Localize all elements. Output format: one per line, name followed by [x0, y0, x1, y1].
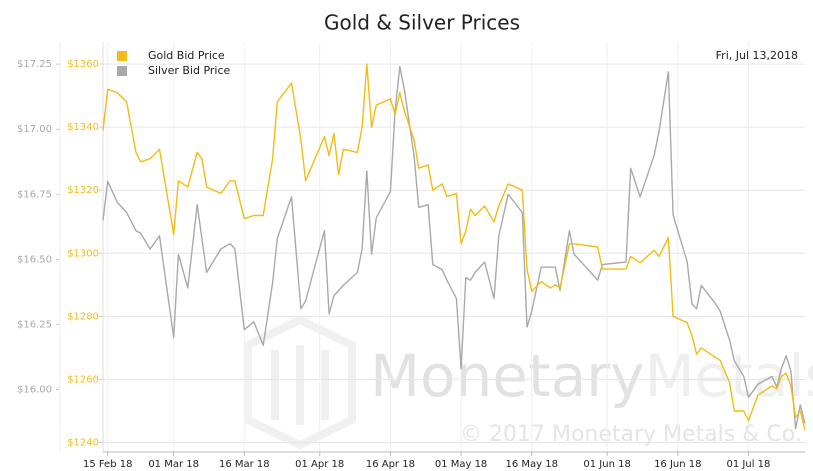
- watermark-dark: Monetary: [370, 342, 644, 410]
- y2-tick-label: $17.25: [17, 59, 52, 70]
- x-tick-label: 01 Mar 18: [148, 459, 199, 470]
- y-tick-label: $1240: [67, 438, 99, 449]
- x-tick-label: 16 Jun 18: [654, 459, 701, 470]
- y-tick-label: $1300: [67, 248, 99, 259]
- grid: [103, 42, 805, 452]
- y-tick-label: $1280: [67, 311, 99, 322]
- x-tick-label: 16 Apr 18: [366, 459, 415, 470]
- x-tick-label: 01 May 18: [435, 459, 487, 470]
- x-tick-label: 16 Mar 18: [219, 459, 270, 470]
- logo-icon: [244, 315, 356, 450]
- watermark-light: Metals: [644, 342, 813, 410]
- series-line: [102, 63, 806, 431]
- y2-tick-label: $16.75: [17, 189, 52, 200]
- y-tick-label: $1320: [67, 185, 99, 196]
- legend-marker: [117, 51, 127, 61]
- x-tick-label: 15 Feb 18: [83, 459, 133, 470]
- x-tick-label: 01 Apr 18: [295, 459, 344, 470]
- legend-label: Silver Bid Price: [148, 64, 231, 77]
- y2-tick-label: $17.00: [17, 124, 52, 135]
- x-tick-label: 01 Jul 18: [727, 459, 771, 470]
- x-tick-label: 01 Jun 18: [583, 459, 630, 470]
- chart-title: Gold & Silver Prices: [324, 11, 520, 35]
- y2-tick-label: $16.00: [17, 385, 52, 396]
- series-line: [102, 66, 806, 430]
- x-tick-label: 16 May 18: [505, 459, 557, 470]
- y2-tick-label: $16.50: [17, 254, 52, 265]
- y-tick-label: $1340: [67, 122, 99, 133]
- legend-label: Gold Bid Price: [148, 49, 225, 62]
- copyright: © 2017 Monetary Metals & Co.: [460, 422, 802, 447]
- y2-tick-label: $16.25: [17, 319, 52, 330]
- annotation: Fri, Jul 13,2018: [716, 49, 798, 62]
- y-tick-label: $1360: [67, 59, 99, 70]
- y-tick-label: $1260: [67, 374, 99, 385]
- legend-marker: [117, 66, 127, 76]
